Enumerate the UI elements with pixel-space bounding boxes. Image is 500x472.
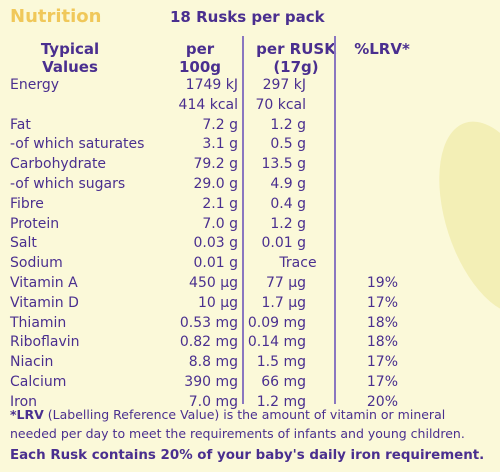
per-rusk-value: 0.5 g [270,136,306,153]
nutrient-label: Iron [10,393,38,410]
nutrient-label: Fat [10,116,31,133]
lrv-value: 18% [366,314,398,331]
per-rusk-value: 4.9 g [270,175,306,192]
values-line: Values [42,58,98,76]
nutrient-label: Fibre [10,195,44,212]
table-row: 414 kcal 70 kcal [0,97,500,117]
per-rusk-line: per RUSK [256,40,336,58]
per-100g-value: 7.2 g [202,116,238,133]
per-rusk-value: 0.14 mg [247,334,306,351]
per-rusk-value: 0.01 g [261,235,306,252]
per-100g-value: 8.8 mg [188,354,238,371]
table-row: Vitamin A 450 µg 77 µg 19% [0,275,500,295]
per-rusk-value: Trace [279,255,317,272]
per-100g-value: 3.1 g [202,136,238,153]
per-100g-value: 10 µg [197,294,238,311]
lrv-header: %LRV* [354,40,410,58]
table-row: Carbohydrate 79.2 g 13.5 g [0,156,500,176]
table-row: Fat 7.2 g 1.2 g [0,117,500,137]
per-rusk-value: 1.7 µg [261,294,306,311]
per-100g-value: 79.2 g [193,156,238,173]
per-rusk-value: 297 kJ [262,77,306,93]
per-100g-value: 390 mg [184,373,238,390]
nutrient-label: Carbohydrate [10,156,107,173]
per-100g-value: 29.0 g [193,175,238,192]
nutrient-label: Energy [10,77,60,93]
per-100g-value: 7.0 g [202,215,238,232]
per-100g-value: 0.03 g [193,235,238,252]
lrv-value: 18% [366,334,398,351]
lrv-abbrev: *LRV [10,407,44,422]
100g-line: 100g [178,58,222,76]
pack-count: 18 Rusks per pack [170,8,325,26]
per-100g-value: 450 µg [189,274,238,291]
per-100g-value: 414 kcal [178,96,238,113]
per-100g-value: 7.0 mg [188,393,238,410]
table-row: Calcium 390 mg 66 mg 17% [0,374,500,394]
nutrient-label: Vitamin D [10,294,79,311]
column-divider [242,36,244,404]
nutrient-label: -of which saturates [10,136,145,153]
per-rusk-value: 70 kcal [255,96,306,113]
per-100g-value: 0.82 mg [179,334,238,351]
table-row: Riboflavin 0.82 mg 0.14 mg 18% [0,334,500,354]
table-row: Iron 7.0 mg 1.2 mg 20% [0,394,500,414]
per-rusk-value: 66 mg [261,373,306,390]
per-rusk-value: 13.5 g [261,156,306,173]
table-row: Vitamin D 10 µg 1.7 µg 17% [0,295,500,315]
per-100g-value: 2.1 g [202,195,238,212]
per-rusk-value: 1.2 g [270,215,306,232]
per-rusk-value: 77 µg [265,274,306,291]
nutrient-label: Protein [10,215,60,232]
table-row: Thiamin 0.53 mg 0.09 mg 18% [0,315,500,335]
lrv-value: 17% [366,373,398,390]
column-divider [334,36,336,404]
rusk-weight-line: (17g) [273,58,319,76]
table-row: Energy 1749 kJ 297 kJ [0,77,500,97]
table-row: Salt 0.03 g 0.01 g [0,235,500,255]
nutrient-label: Salt [10,235,37,252]
per-rusk-value: 0.4 g [270,195,306,212]
lrv-footnote: *LRV (Labelling Reference Value) is the … [10,405,496,443]
nutrient-label: Sodium [10,255,63,272]
per-100g-value: 1749 kJ [185,77,238,93]
table-row: -of which sugars 29.0 g 4.9 g [0,176,500,196]
per-rusk-value: 1.2 mg [256,393,306,410]
nutrient-label: Vitamin A [10,274,78,291]
lrv-footnote-text: (Labelling Reference Value) is the amoun… [10,407,465,441]
per-line: per [185,40,215,58]
lrv-value: 20% [366,393,398,410]
per-100g-value: 0.01 g [193,255,238,272]
per-rusk-value: 1.2 g [270,116,306,133]
nutrient-label: -of which sugars [10,175,126,192]
nutrition-rows: Energy 1749 kJ 297 kJ 414 kcal 70 kcal Fat 7.2… [0,77,500,414]
per-100g-header: per 100g [170,40,230,76]
table-row: Sodium 0.01 g Trace [0,255,500,275]
table-row: -of which saturates 3.1 g 0.5 g [0,136,500,156]
table-row: Protein 7.0 g 1.2 g [0,216,500,236]
lrv-value: 17% [366,354,398,371]
nutrition-title: Nutrition [10,6,102,27]
per-rusk-value: 1.5 mg [256,354,306,371]
lrv-value: 19% [366,274,398,291]
nutrient-label: Thiamin [10,314,67,331]
iron-note: Each Rusk contains 20% of your baby's da… [10,448,485,463]
table-row: Niacin 8.8 mg 1.5 mg 17% [0,354,500,374]
per-100g-value: 0.53 mg [179,314,238,331]
nutrient-label: Niacin [10,354,54,371]
nutrient-label: Riboflavin [10,334,80,351]
typical-line: Typical [40,40,100,58]
nutrient-label: Calcium [10,373,67,390]
per-rusk-value: 0.09 mg [247,314,306,331]
table-row: Fibre 2.1 g 0.4 g [0,196,500,216]
typical-values-header: Typical Values [10,40,130,76]
lrv-value: 17% [366,294,398,311]
per-rusk-header: per RUSK (17g) [250,40,342,76]
